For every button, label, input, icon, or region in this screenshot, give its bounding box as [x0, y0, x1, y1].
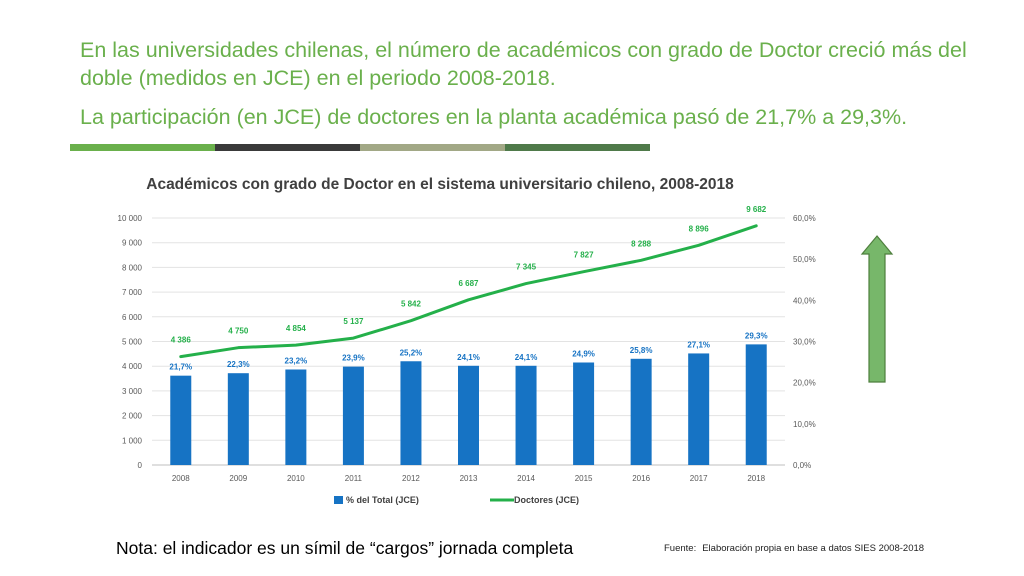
chart-title: Académicos con grado de Doctor en el sis… — [146, 176, 734, 193]
up-arrow-icon — [860, 232, 894, 389]
y-left-tick-label: 5 000 — [122, 338, 143, 347]
x-tick-label: 2014 — [517, 474, 535, 483]
bar-data-label: 21,7% — [169, 363, 192, 372]
line-data-label: 5 842 — [401, 300, 422, 309]
x-tick-label: 2018 — [747, 474, 765, 483]
y-right-tick-label: 40,0% — [793, 296, 816, 305]
line-data-label: 8 288 — [631, 239, 652, 248]
x-tick-label: 2009 — [229, 474, 247, 483]
bar — [573, 362, 595, 465]
line-data-label: 7 827 — [574, 251, 595, 260]
legend-label-bar: % del Total (JCE) — [346, 495, 419, 505]
bar — [342, 366, 364, 465]
line-series-path — [179, 224, 758, 359]
y-right-tick-label: 0,0% — [793, 461, 811, 470]
line-series — [179, 224, 758, 359]
source-text: Elaboración propia en base a datos SIES … — [702, 543, 925, 554]
y-left-tick-label: 0 — [138, 461, 143, 470]
y-left-tick-label: 9 000 — [122, 239, 143, 248]
bar — [170, 375, 192, 465]
line-data-label: 8 896 — [689, 224, 710, 233]
bar-data-label: 29,3% — [745, 331, 768, 340]
x-tick-label: 2017 — [690, 474, 708, 483]
bar-data-label: 25,8% — [630, 346, 653, 355]
line-data-label: 4 854 — [286, 324, 307, 333]
line-data-label: 7 345 — [516, 263, 537, 272]
legend-swatch-bar — [334, 496, 343, 504]
bar-data-label: 24,1% — [457, 353, 480, 362]
y-right-tick-label: 50,0% — [793, 255, 816, 264]
headline-line-2: La participación (en JCE) de doctores en… — [80, 105, 908, 129]
bar — [688, 353, 710, 465]
line-data-label: 5 137 — [343, 317, 364, 326]
y-right-tick-label: 10,0% — [793, 420, 816, 429]
y-left-tick-label: 1 000 — [122, 436, 143, 445]
bar-data-label: 25,2% — [400, 348, 423, 357]
bar-data-label: 24,1% — [515, 353, 538, 362]
color-band-1 — [70, 144, 215, 151]
color-band-4 — [505, 144, 650, 151]
bar-series — [170, 344, 767, 465]
y-left-tick-label: 2 000 — [122, 412, 143, 421]
y-left-tick-label: 6 000 — [122, 313, 143, 322]
source-label: Fuente: — [664, 543, 697, 554]
bar — [458, 365, 479, 465]
x-tick-label: 2012 — [402, 474, 420, 483]
bar-data-label: 27,1% — [687, 340, 710, 349]
bar-data-label: 24,9% — [572, 349, 595, 358]
bar — [630, 358, 652, 465]
line-data-label: 6 687 — [458, 279, 479, 288]
x-tick-label: 2016 — [632, 474, 650, 483]
x-tick-label: 2008 — [172, 474, 190, 483]
x-tick-label: 2015 — [575, 474, 593, 483]
data-labels: 21,7% 22,3% 23,2% 23,9% 25,2% 24,1% 24,1% 24,9%… — [169, 205, 767, 372]
color-band-2 — [215, 144, 360, 151]
line-data-label: 4 750 — [228, 327, 249, 336]
axes: 0 1 000 2 000 3 000 4 000 5 000 6 000 7 000 8 00… — [118, 214, 816, 483]
y-left-tick-label: 8 000 — [122, 263, 143, 272]
footer-note: Nota: el indicador es un símil de “cargo… — [116, 538, 574, 558]
y-right-tick-label: 20,0% — [793, 379, 816, 388]
bar — [515, 365, 537, 465]
legend: % del Total (JCE) Doctores (JCE) — [334, 495, 579, 505]
bar — [400, 361, 422, 465]
bar-data-label: 22,3% — [227, 360, 250, 369]
bar-data-label: 23,9% — [342, 354, 365, 363]
legend-label-line: Doctores (JCE) — [514, 495, 579, 505]
y-left-tick-label: 4 000 — [122, 362, 143, 371]
y-right-tick-label: 30,0% — [793, 338, 816, 347]
bar — [745, 344, 767, 465]
bar — [227, 373, 249, 465]
bar-data-label: 23,2% — [285, 356, 308, 365]
source-citation: Fuente: Elaboración propia en base a dato… — [664, 543, 924, 554]
headline-line-1: En las universidades chilenas, el número… — [80, 38, 967, 90]
y-left-tick-label: 10 000 — [118, 214, 143, 223]
line-data-label: 4 386 — [171, 336, 192, 345]
x-tick-label: 2013 — [460, 474, 478, 483]
x-tick-label: 2010 — [287, 474, 305, 483]
color-band-3 — [360, 144, 505, 151]
x-tick-label: 2011 — [345, 474, 363, 483]
y-left-tick-label: 3 000 — [122, 387, 143, 396]
bar — [285, 369, 307, 465]
y-left-tick-label: 7 000 — [122, 288, 143, 297]
line-data-label: 9 682 — [746, 205, 767, 214]
y-right-tick-label: 60,0% — [793, 214, 816, 223]
